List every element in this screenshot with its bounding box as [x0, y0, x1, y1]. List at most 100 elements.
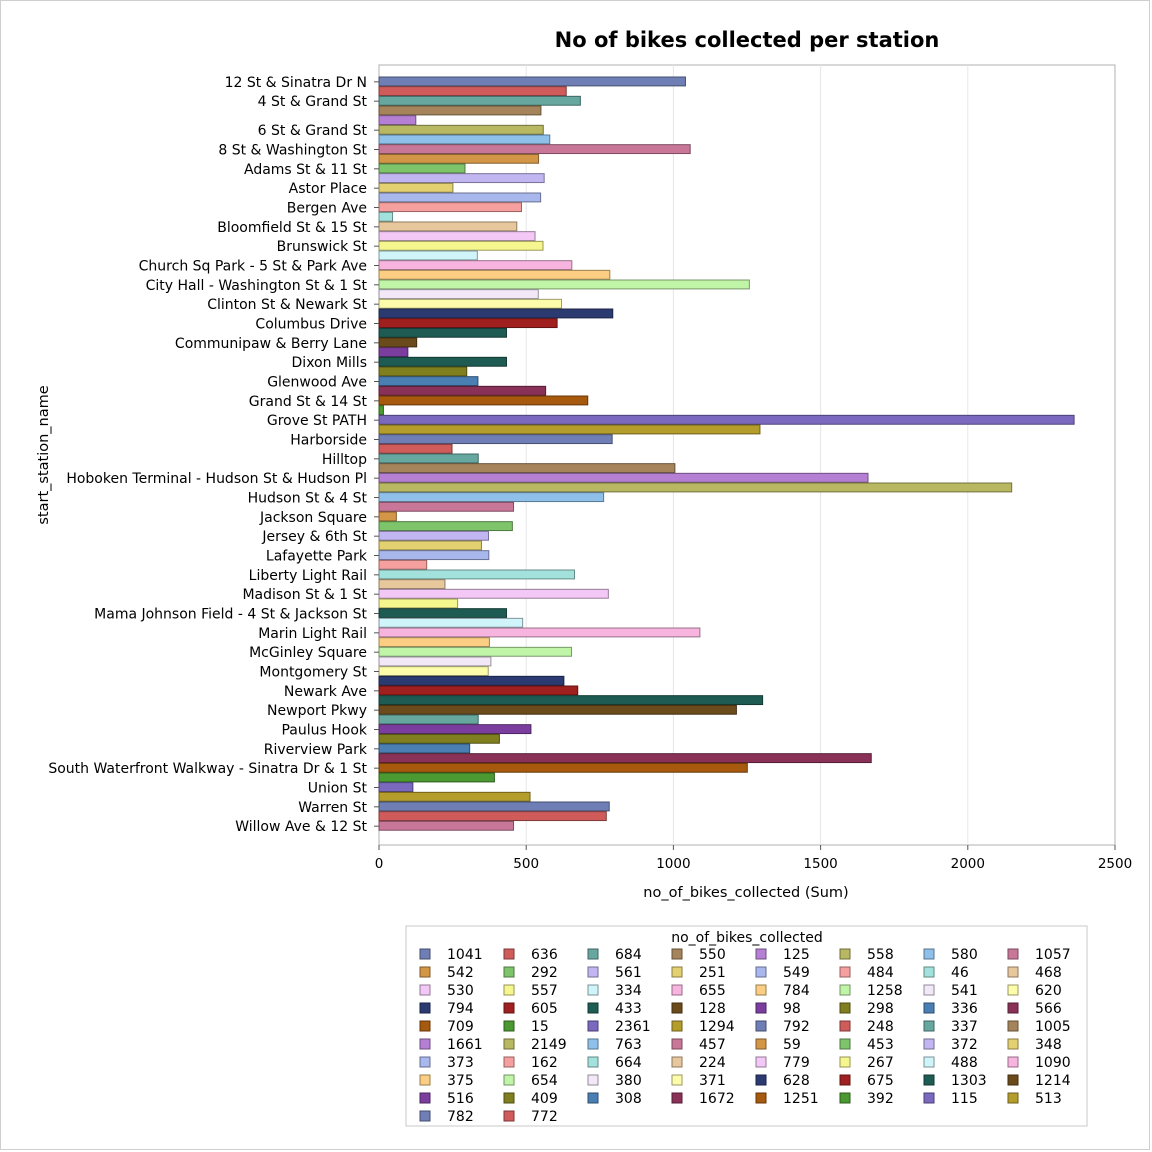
legend-swatch [419, 1056, 431, 1068]
y-axis-label: start_station_name [36, 385, 52, 524]
legend-swatch [1007, 1002, 1019, 1014]
legend-swatch [1007, 984, 1019, 996]
legend-swatch [1007, 966, 1019, 978]
legend-label: 375 [447, 1073, 474, 1089]
legend-swatch [839, 948, 851, 960]
legend-label: 1090 [1035, 1055, 1071, 1071]
legend-swatch [671, 948, 683, 960]
legend-swatch [1007, 1056, 1019, 1068]
legend-swatch [923, 1038, 935, 1050]
legend-swatch [587, 1002, 599, 1014]
bar [378, 221, 518, 232]
category-label: Hoboken Terminal - Hudson St & Hudson Pl [66, 471, 367, 487]
category-label: 8 St & Washington St [218, 143, 367, 159]
bar [378, 820, 515, 831]
legend-swatch [671, 1002, 683, 1014]
bar [378, 704, 737, 715]
category-label: Clinton St & Newark St [207, 297, 367, 313]
legend-swatch [503, 1092, 515, 1104]
grid-lines [378, 65, 1116, 850]
bar [378, 521, 513, 532]
legend-label: 655 [699, 983, 726, 999]
legend-swatch [923, 984, 935, 996]
bar [378, 289, 539, 300]
category-label: Mama Johnson Field - 4 St & Jackson St [94, 607, 367, 623]
legend-swatch [503, 966, 515, 978]
legend-swatch [587, 1092, 599, 1104]
legend-swatch [503, 1074, 515, 1086]
legend-swatch [923, 1074, 935, 1086]
bar [378, 86, 567, 97]
legend-title: no_of_bikes_collected [671, 930, 823, 946]
legend-label: 298 [867, 1001, 894, 1017]
legend-swatch [503, 1002, 515, 1014]
bar [378, 772, 495, 783]
x-tick-label: 0 [375, 856, 384, 872]
bar [378, 134, 551, 145]
category-label: Bloomfield St & 15 St [217, 220, 367, 236]
category-label: 4 St & Grand St [258, 94, 368, 110]
category-label: Bergen Ave [287, 201, 367, 217]
legend-label: 794 [447, 1001, 474, 1017]
legend-label: 1251 [783, 1091, 819, 1107]
legend-label: 763 [615, 1037, 642, 1053]
category-label: Astor Place [289, 181, 367, 197]
bar [378, 463, 676, 474]
legend-label: 392 [867, 1091, 894, 1107]
legend-swatch [503, 1038, 515, 1050]
bar [378, 569, 575, 580]
bar [378, 366, 468, 377]
legend-swatch [755, 1074, 767, 1086]
bar [378, 105, 542, 116]
legend-label: 541 [951, 983, 978, 999]
legend-swatch [587, 1038, 599, 1050]
legend-label: 782 [447, 1109, 474, 1125]
legend-swatch [839, 966, 851, 978]
chart-title: No of bikes collected per station [555, 28, 940, 52]
category-label: Grand St & 14 St [249, 394, 368, 410]
category-label: Newport Pkwy [267, 703, 367, 719]
legend-swatch [503, 948, 515, 960]
legend-label: 580 [951, 947, 978, 963]
legend-label: 334 [615, 983, 642, 999]
bar [378, 298, 563, 309]
legend-label: 409 [531, 1091, 558, 1107]
legend-label: 128 [699, 1001, 726, 1017]
legend-swatch [671, 1020, 683, 1032]
legend-label: 1057 [1035, 947, 1071, 963]
bar [378, 511, 397, 522]
legend-label: 1041 [447, 947, 483, 963]
legend-swatch [755, 1002, 767, 1014]
category-label: Dixon Mills [292, 355, 367, 371]
legend-swatch [755, 1056, 767, 1068]
bar [378, 685, 579, 696]
legend-label: 1294 [699, 1019, 735, 1035]
bar [378, 395, 589, 406]
bar [378, 318, 558, 329]
bar [378, 617, 524, 628]
legend-swatch [587, 966, 599, 978]
legend-swatch [923, 1092, 935, 1104]
legend-label: 549 [783, 965, 810, 981]
legend-label: 1005 [1035, 1019, 1071, 1035]
category-label: Communipaw & Berry Lane [175, 336, 367, 352]
legend-label: 337 [951, 1019, 978, 1035]
category-label: Hilltop [322, 452, 367, 468]
bar [378, 182, 454, 193]
legend-swatch [587, 1074, 599, 1086]
legend-label: 516 [447, 1091, 474, 1107]
legend-swatch [839, 1038, 851, 1050]
legend-label: 488 [951, 1055, 978, 1071]
legend-label: 125 [783, 947, 810, 963]
legend-swatch [839, 1056, 851, 1068]
category-label: Hudson St & 4 St [248, 491, 368, 507]
bar [378, 279, 750, 290]
category-label: Paulus Hook [281, 723, 367, 739]
bar [378, 762, 748, 773]
legend-label: 558 [867, 947, 894, 963]
legend-swatch [839, 984, 851, 996]
legend-label: 251 [699, 965, 726, 981]
category-label: 12 St & Sinatra Dr N [225, 75, 367, 91]
legend-swatch [839, 1074, 851, 1086]
legend-label: 373 [447, 1055, 474, 1071]
